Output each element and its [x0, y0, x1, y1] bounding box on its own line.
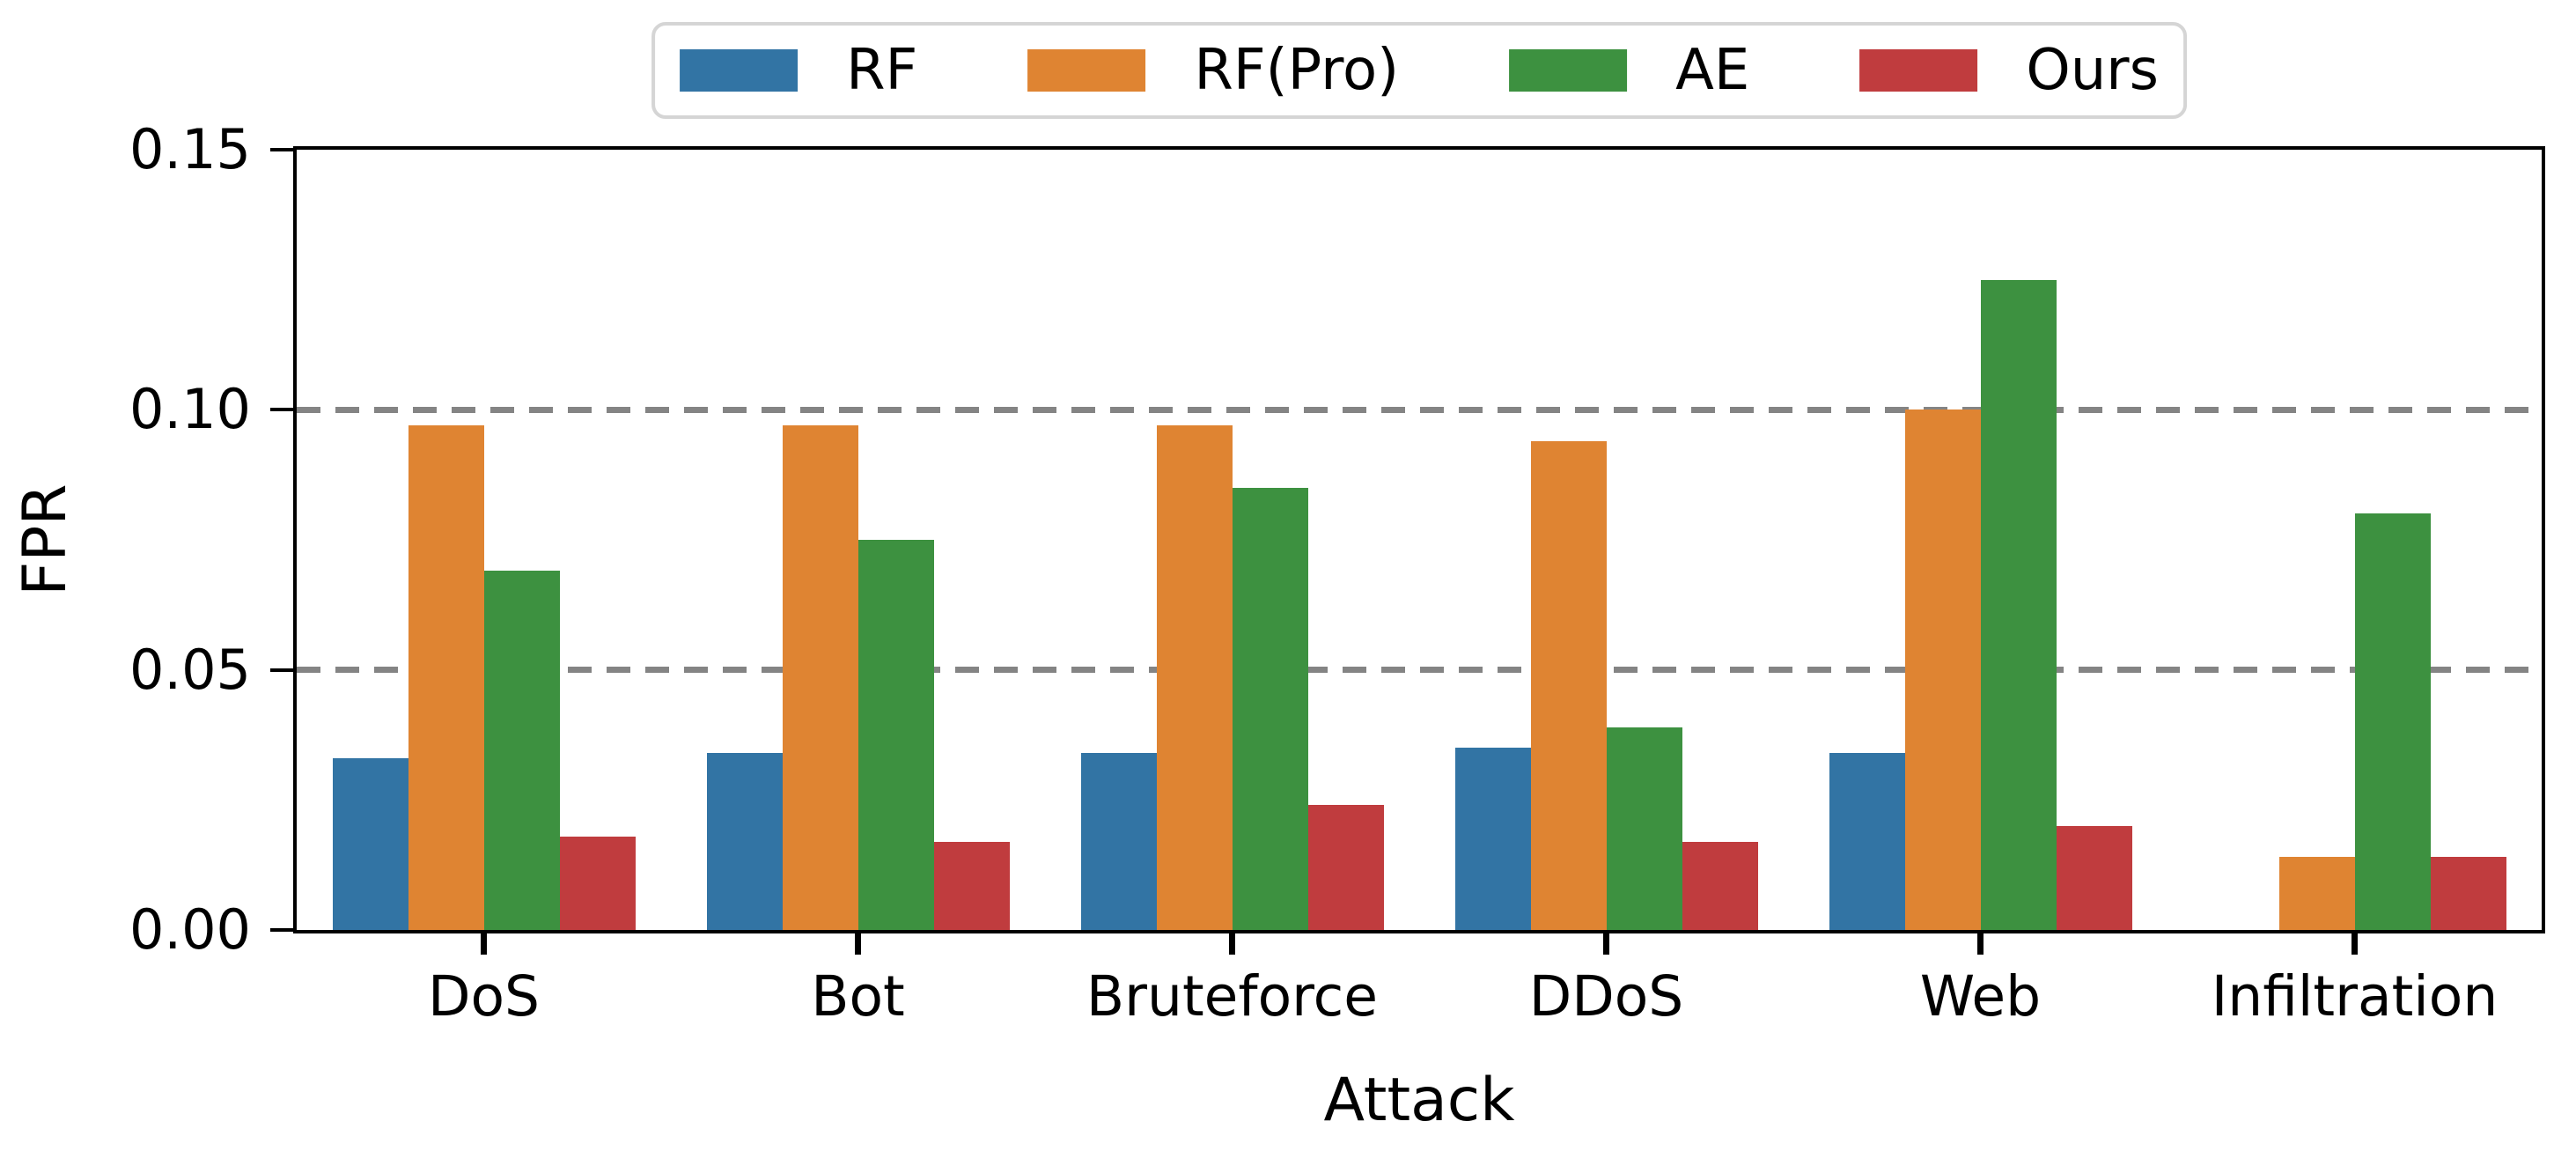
y-tick-0.00	[270, 928, 293, 932]
bar-RF-DoS	[332, 758, 408, 930]
bar-Ours-Bot	[933, 841, 1010, 930]
bar-RF(Pro)-Infiltration	[2278, 857, 2355, 930]
x-tick-Bruteforce	[1229, 930, 1235, 955]
legend-swatch-AE	[1509, 49, 1628, 92]
x-tick-DDoS	[1603, 930, 1609, 955]
legend-label-RF: RF	[846, 38, 918, 103]
gridline-y-0.1	[297, 406, 2542, 413]
bar-AE-DDoS	[1606, 727, 1682, 930]
bar-AE-DoS	[483, 571, 560, 930]
plot-area	[293, 146, 2545, 933]
legend-item-RF: RF	[680, 42, 917, 99]
bar-Ours-DDoS	[1682, 841, 1758, 930]
y-tick-label-0.15: 0.15	[129, 117, 251, 181]
x-tick-Web	[1977, 930, 1984, 955]
legend-swatch-Ours	[1859, 49, 1978, 92]
bar-RF-Web	[1829, 753, 1905, 930]
legend-label-AE: AE	[1675, 38, 1750, 103]
legend-item-Ours: Ours	[1859, 42, 2159, 99]
x-tick-label-Bot: Bot	[811, 964, 905, 1029]
bar-RF(Pro)-Bruteforce	[1156, 425, 1233, 930]
bar-Ours-Web	[2056, 825, 2132, 930]
legend: RF RF(Pro) AE Ours	[651, 22, 2187, 119]
bar-RF(Pro)-DDoS	[1530, 440, 1607, 930]
x-tick-label-Infiltration: Infiltration	[2211, 964, 2499, 1029]
bar-RF(Pro)-Bot	[782, 425, 858, 930]
bar-RF-DDoS	[1454, 748, 1531, 930]
bar-RF(Pro)-DoS	[408, 425, 484, 930]
bar-AE-Web	[1980, 279, 2057, 930]
y-tick-label-0.10: 0.10	[129, 377, 251, 442]
y-tick-0.10	[270, 408, 293, 412]
legend-item-AE: AE	[1509, 42, 1749, 99]
legend-label-Ours: Ours	[2026, 38, 2159, 103]
y-tick-label-0.00: 0.00	[129, 897, 251, 962]
y-tick-0.05	[270, 668, 293, 672]
bar-AE-Bot	[857, 540, 934, 930]
bar-Ours-Bruteforce	[1307, 805, 1384, 930]
x-tick-label-DoS: DoS	[427, 964, 541, 1029]
x-tick-label-Bruteforce: Bruteforce	[1086, 964, 1379, 1029]
y-tick-label-0.05: 0.05	[129, 637, 251, 702]
bar-AE-Bruteforce	[1232, 487, 1308, 930]
y-tick-0.15	[270, 148, 293, 151]
x-tick-DoS	[481, 930, 487, 955]
x-tick-Infiltration	[2352, 930, 2358, 955]
legend-swatch-RF	[680, 49, 799, 92]
y-axis-title: FPR	[11, 483, 80, 596]
x-tick-label-DDoS: DDoS	[1528, 964, 1684, 1029]
legend-swatch-RF(Pro)	[1027, 49, 1146, 92]
legend-label-RF(Pro): RF(Pro)	[1194, 38, 1400, 103]
x-tick-Bot	[855, 930, 861, 955]
legend-item-RF(Pro): RF(Pro)	[1027, 42, 1399, 99]
gridline-y-0.05	[297, 667, 2542, 674]
bar-Ours-DoS	[559, 836, 636, 930]
x-tick-label-Web: Web	[1919, 964, 2042, 1029]
bar-Ours-Infiltration	[2430, 857, 2506, 930]
bar-RF-Bruteforce	[1080, 753, 1157, 930]
bar-RF-Bot	[706, 753, 783, 930]
bar-RF(Pro)-Web	[1904, 409, 1981, 930]
x-axis-title: Attack	[1323, 1066, 1515, 1135]
bar-AE-Infiltration	[2354, 513, 2431, 930]
